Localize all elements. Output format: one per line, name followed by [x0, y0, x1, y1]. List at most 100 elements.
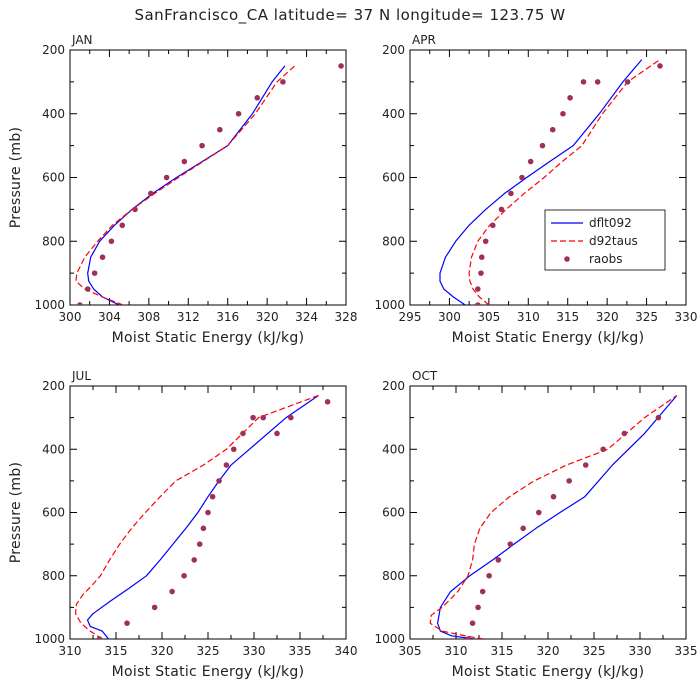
raobs-point	[657, 63, 663, 69]
raobs-point	[191, 557, 197, 563]
raobs-point	[324, 399, 331, 405]
x-tick-label: 325	[583, 644, 606, 658]
panel-oct: OCT 305 310 315 320 325 330 335 200 400 600 800 1000…	[374, 369, 697, 680]
raobs-point	[223, 462, 230, 468]
y-tick-label: 1000	[34, 632, 65, 646]
x-tick-label: 312	[177, 310, 200, 324]
raobs-point	[77, 302, 83, 305]
raobs-point	[655, 414, 662, 421]
y-tick-label: 200	[382, 43, 405, 57]
raobs-point	[567, 95, 573, 101]
x-tick-label: 315	[105, 644, 128, 658]
y-tick-label: 200	[382, 379, 405, 393]
series-raobs	[96, 399, 331, 639]
series-d92taus-line	[468, 59, 661, 305]
series-dflt092-line	[437, 395, 678, 639]
raobs-point	[196, 541, 203, 547]
y-tick-label: 600	[42, 171, 65, 185]
raobs-point	[280, 79, 286, 85]
y-tick-label: 800	[42, 234, 65, 248]
raobs-point	[230, 446, 237, 453]
raobs-point	[539, 142, 546, 149]
raobs-point	[624, 79, 631, 85]
raobs-point	[240, 430, 246, 437]
raobs-point	[475, 302, 481, 305]
x-tick-label: 330	[243, 644, 266, 658]
series-dflt092-line	[439, 59, 643, 305]
raobs-point	[549, 126, 556, 133]
raobs-point	[250, 414, 256, 421]
raobs-point	[582, 462, 589, 468]
raobs-point	[475, 604, 481, 611]
x-tick-label: 330	[629, 644, 652, 658]
raobs-point	[550, 493, 557, 500]
y-tick-label: 400	[42, 107, 65, 121]
raobs-point	[580, 79, 587, 85]
raobs-point	[254, 95, 261, 101]
x-tick-label: 330	[675, 310, 698, 324]
plot-area	[74, 394, 331, 639]
y-tick-label: 400	[382, 442, 405, 456]
x-tick-label: 305	[477, 310, 500, 324]
y-tick-label: 1000	[34, 298, 65, 312]
x-axis-label: Moist Static Energy (kJ/kg)	[112, 664, 305, 680]
x-tick-label: 310	[445, 644, 468, 658]
raobs-point	[508, 190, 514, 197]
raobs-point	[520, 525, 526, 532]
y-tick-label: 800	[382, 234, 405, 248]
y-tick-label: 600	[382, 506, 405, 520]
y-tick-label: 800	[382, 569, 405, 583]
panel-apr: APR 295 300 305 310 315 320 325 330 200 400 600 800 1…	[374, 33, 697, 346]
raobs-point	[91, 270, 98, 276]
series-raobs	[465, 414, 662, 639]
figure-title: SanFrancisco_CA latitude= 37 N longitude…	[134, 6, 565, 25]
x-tick-label: 325	[635, 310, 658, 324]
raobs-point	[124, 620, 130, 626]
x-tick-label: 316	[216, 310, 239, 324]
raobs-point	[119, 222, 126, 229]
x-tick-label: 325	[197, 644, 220, 658]
legend-label: d92taus	[589, 234, 638, 248]
x-tick-label: 308	[137, 310, 160, 324]
x-tick-label: 320	[151, 644, 174, 658]
x-tick-label: 310	[517, 310, 540, 324]
raobs-point	[478, 254, 485, 260]
raobs-point	[536, 509, 542, 516]
raobs-point	[260, 414, 267, 421]
raobs-point	[181, 158, 188, 165]
raobs-point	[519, 174, 525, 181]
y-tick-label: 1000	[374, 632, 405, 646]
x-axis-label: Moist Static Energy (kJ/kg)	[452, 664, 645, 680]
y-tick-label: 800	[42, 569, 65, 583]
series-dflt092-line	[87, 65, 286, 305]
y-tick-label: 200	[42, 43, 65, 57]
panel-title: OCT	[412, 369, 438, 383]
legend-label: raobs	[589, 252, 623, 266]
x-axis-label: Moist Static Energy (kJ/kg)	[112, 330, 305, 346]
y-tick-label: 600	[382, 171, 405, 185]
x-tick-label: 315	[556, 310, 579, 324]
plot-frame	[409, 385, 687, 640]
raobs-point	[205, 509, 211, 516]
x-tick-label: 320	[596, 310, 619, 324]
legend-raobs-marker	[564, 256, 570, 262]
panel-title: JAN	[71, 33, 93, 47]
x-tick-label: 328	[335, 310, 358, 324]
raobs-point	[96, 636, 103, 639]
raobs-point	[495, 557, 502, 563]
legend-label: dflt092	[589, 216, 632, 230]
y-axis-label: Pressure (mb)	[8, 462, 24, 564]
series-raobs	[475, 63, 663, 305]
x-tick-label: 335	[675, 644, 698, 658]
raobs-point	[478, 270, 484, 276]
raobs-point	[274, 430, 280, 437]
x-tick-label: 324	[295, 310, 318, 324]
y-tick-label: 200	[42, 379, 65, 393]
y-tick-label: 400	[382, 107, 405, 121]
raobs-point	[288, 414, 294, 421]
raobs-point	[338, 63, 344, 69]
raobs-point	[199, 142, 205, 149]
raobs-point	[181, 572, 187, 579]
raobs-point	[108, 238, 115, 245]
